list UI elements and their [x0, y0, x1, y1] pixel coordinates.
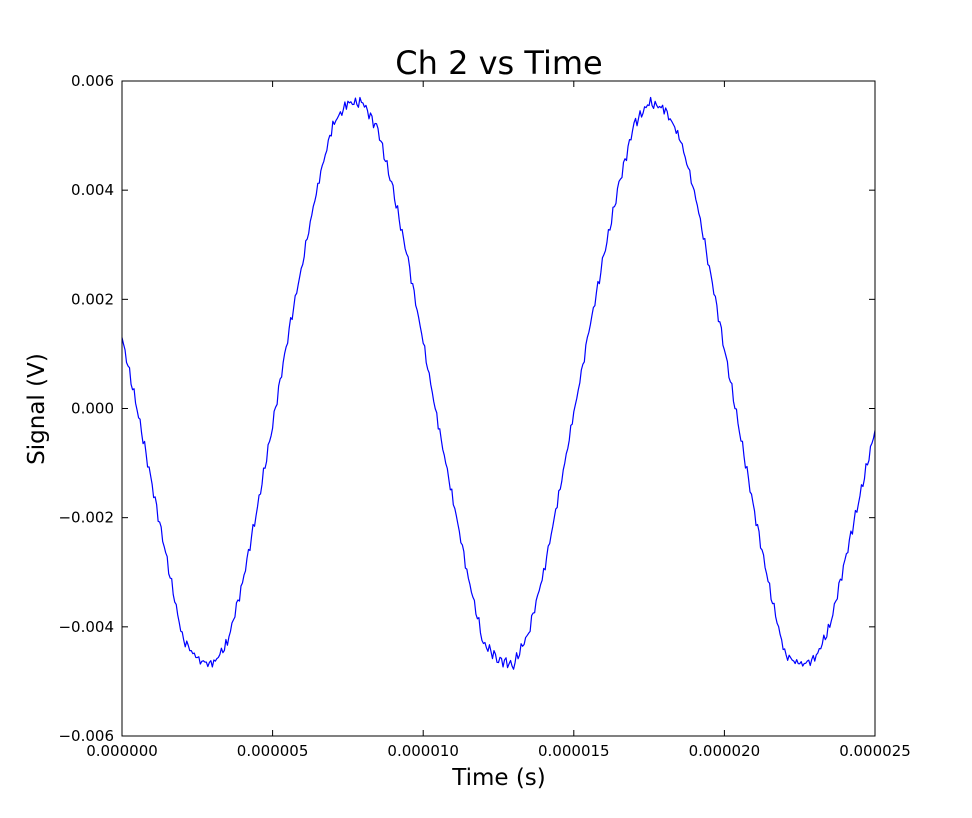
x-tick-label: 0.000000: [86, 742, 158, 760]
y-axis-label: Signal (V): [24, 353, 50, 465]
y-tick-label: 0.006: [71, 72, 114, 90]
y-tick-label: 0.002: [71, 290, 114, 308]
y-tick-label: −0.004: [58, 618, 114, 636]
x-axis-ticks: 0.000000 0.000005 0.000010 0.000015 0.000020…: [86, 81, 911, 760]
y-tick-label: 0.000: [71, 400, 114, 418]
x-axis-label: Time (s): [451, 765, 546, 791]
y-tick-label: −0.006: [58, 727, 114, 745]
x-tick-label: 0.000010: [387, 742, 459, 760]
x-tick-label: 0.000005: [237, 742, 309, 760]
signal-series-line: [121, 96, 876, 670]
x-tick-label: 0.000020: [689, 742, 761, 760]
chart-title: Ch 2 vs Time: [395, 44, 602, 82]
x-tick-label: 0.000025: [839, 742, 911, 760]
y-axis-ticks: −0.006 −0.004 −0.002 0.000 0.002 0.004 0.006: [58, 72, 875, 745]
y-tick-label: 0.004: [71, 181, 114, 199]
x-tick-label: 0.000015: [538, 742, 610, 760]
y-tick-label: −0.002: [58, 509, 114, 527]
plot-frame: [121, 80, 876, 737]
